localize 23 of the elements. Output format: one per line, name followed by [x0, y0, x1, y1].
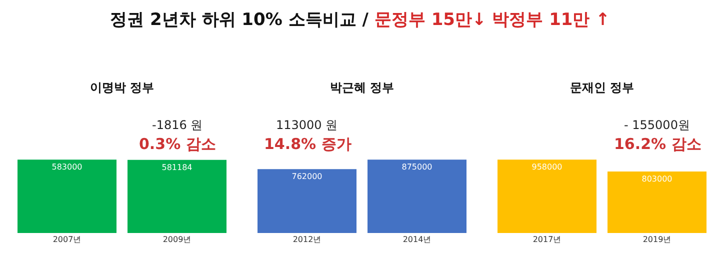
- text: 113000 원: [276, 118, 338, 132]
- data-label: 583000: [52, 162, 82, 172]
- x-tick-label: 2009년: [162, 235, 192, 244]
- text: 정권 2년차 하위 10% 소득비교 /: [110, 10, 368, 30]
- text: 문정부 15만↓ 박정부 11만 ↑: [374, 10, 610, 30]
- x-tick-label: 2019년: [642, 235, 672, 244]
- data-label: 581184: [162, 162, 192, 172]
- text: -1816 원: [152, 118, 203, 132]
- data-label: 875000: [402, 162, 432, 172]
- chart-title: 문재인 정부: [570, 80, 634, 94]
- text: - 155000원: [624, 118, 690, 132]
- chart-title: 이명박 정부: [90, 80, 154, 94]
- x-tick-label: 2007년: [52, 235, 82, 244]
- data-label: 958000: [532, 162, 562, 172]
- x-tick-label: 2014년: [402, 235, 432, 244]
- chart-title: 박근혜 정부: [330, 80, 394, 94]
- x-tick-label: 2012년: [292, 235, 322, 244]
- data-label: 803000: [642, 174, 672, 184]
- x-tick-label: 2017년: [532, 235, 562, 244]
- text: 14.8% 증가: [264, 135, 352, 153]
- data-label: 762000: [292, 172, 322, 182]
- text: 0.3% 감소: [139, 135, 216, 153]
- text: 16.2% 감소: [614, 135, 702, 153]
